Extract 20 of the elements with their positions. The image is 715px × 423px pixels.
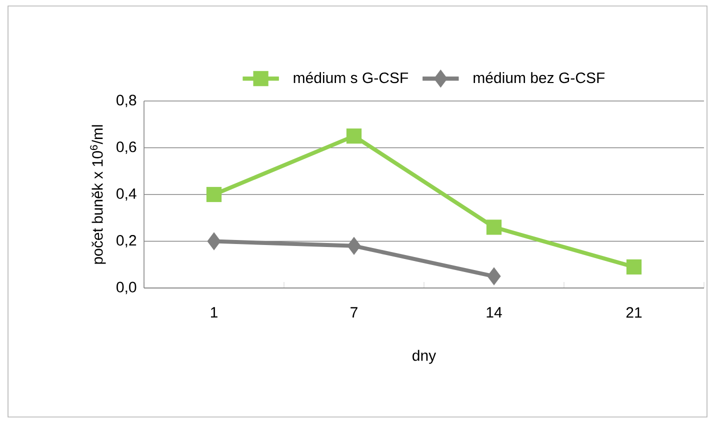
legend-label: médium s G-CSF <box>294 72 408 84</box>
x-tick-label: 7 <box>350 307 358 318</box>
x-tick-label: 21 <box>626 307 642 318</box>
y-tick-label: 0,0 <box>116 282 136 294</box>
point <box>626 259 642 275</box>
x-tick-label: 14 <box>486 307 502 318</box>
y-tick-label: 0,4 <box>116 188 136 201</box>
y-tick-label: 0,2 <box>116 235 136 248</box>
x-axis-title: dny <box>412 350 436 364</box>
x-tick-label: 1 <box>210 307 218 318</box>
point <box>486 220 502 235</box>
legend-label: médium bez G-CSF <box>474 72 605 84</box>
point <box>347 236 361 255</box>
point <box>206 186 222 202</box>
y-axis-title: počet buněk x 10$^{6}$/ml <box>90 125 106 264</box>
point <box>487 267 501 286</box>
point <box>207 232 221 250</box>
point <box>346 128 362 144</box>
y-tick-label: 0,6 <box>116 142 136 154</box>
y-tick-label: 0,8 <box>116 94 136 108</box>
